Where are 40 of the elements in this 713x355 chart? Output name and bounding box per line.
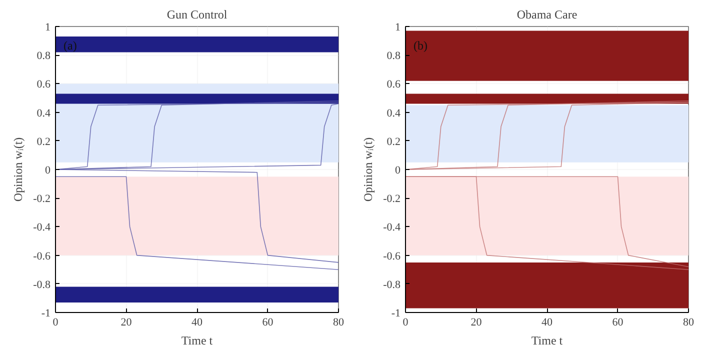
x-tick-label: 60 bbox=[262, 316, 274, 328]
annotation: (b) bbox=[414, 38, 428, 52]
y-tick-label: -0.4 bbox=[383, 222, 401, 234]
y-tick-label: -0.4 bbox=[33, 222, 51, 234]
annotation: (a) bbox=[64, 38, 77, 52]
x-tick-label: 20 bbox=[470, 316, 482, 328]
chart-title: Gun Control bbox=[166, 8, 228, 22]
x-tick-label: 80 bbox=[683, 316, 694, 328]
x-tick-label: 80 bbox=[333, 316, 344, 328]
y-tick-label: -0.6 bbox=[33, 250, 51, 262]
x-tick-label: 0 bbox=[52, 316, 59, 328]
y-tick-label: -1 bbox=[41, 308, 51, 320]
x-tick-label: 40 bbox=[192, 316, 203, 328]
y-tick-label: 0 bbox=[395, 164, 401, 176]
y-tick-label: 0.4 bbox=[386, 107, 401, 120]
x-axis-title: Time t bbox=[181, 334, 214, 348]
y-tick-label: 0.4 bbox=[36, 107, 51, 120]
x-tick-label: 60 bbox=[612, 316, 624, 328]
y-tick-label: 0.8 bbox=[386, 50, 401, 62]
y-tick-label: -0.6 bbox=[383, 250, 401, 262]
chart-title: Obama Care bbox=[516, 8, 578, 22]
y-tick-label: -0.2 bbox=[383, 193, 401, 206]
y-tick-label: 0.2 bbox=[36, 136, 50, 148]
y-tick-label: -0.2 bbox=[33, 193, 51, 206]
x-tick-label: 20 bbox=[120, 316, 132, 328]
y-tick-label: 0.8 bbox=[36, 50, 51, 62]
y-axis-title: Opinion wᵢ(t) bbox=[11, 137, 26, 202]
y-tick-label: -0.8 bbox=[383, 278, 401, 291]
x-tick-label: 40 bbox=[542, 316, 553, 328]
y-tick-label: 1 bbox=[45, 22, 50, 34]
y-tick-label: 0.2 bbox=[386, 136, 400, 148]
y-tick-label: 1 bbox=[395, 22, 400, 34]
x-axis-title: Time t bbox=[531, 334, 564, 348]
y-tick-label: -1 bbox=[391, 308, 401, 320]
y-tick-label: -0.8 bbox=[33, 278, 51, 291]
y-axis-title: Opinion wᵢ(t) bbox=[361, 137, 376, 202]
x-tick-label: 0 bbox=[402, 316, 409, 328]
y-tick-label: 0.6 bbox=[386, 78, 401, 91]
y-tick-label: 0.6 bbox=[36, 78, 51, 91]
y-tick-label: 0 bbox=[45, 164, 51, 176]
